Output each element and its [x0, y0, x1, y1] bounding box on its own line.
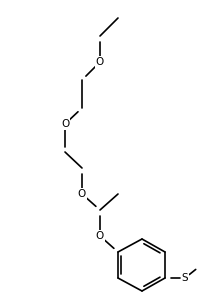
Text: S: S [182, 273, 188, 283]
Text: O: O [96, 57, 104, 67]
Text: O: O [78, 189, 86, 199]
Text: O: O [61, 119, 69, 129]
Text: O: O [96, 231, 104, 241]
